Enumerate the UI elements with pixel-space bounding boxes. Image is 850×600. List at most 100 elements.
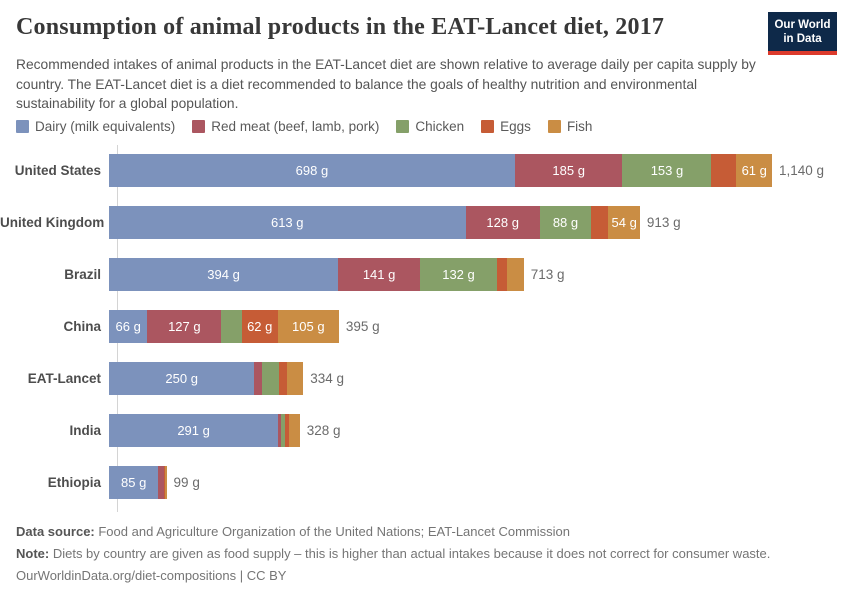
segment-value-label: 141 g: [362, 267, 396, 282]
segment-value-label: 85 g: [121, 475, 147, 490]
dairy-segment[interactable]: 85 g: [109, 466, 159, 499]
fish-segment[interactable]: 61 g: [736, 154, 772, 187]
fish-segment[interactable]: 54 g: [608, 206, 640, 239]
bar-track: 66 g 127 g 62 g 105 g: [109, 310, 339, 343]
legend: Dairy (milk equivalents) Red meat (beef, …: [16, 119, 592, 134]
bar-row-united-states: United States 698 g 185 g 153 g 61 g 1,140 g: [0, 154, 850, 187]
segment-value-label: 88 g: [552, 215, 579, 230]
legend-swatch-dairy: [16, 120, 29, 133]
segment-value-label: 105 g: [292, 319, 325, 334]
bar-row-ethiopia: Ethiopia 85 g 99 g: [0, 466, 850, 499]
chicken-segment[interactable]: 132 g: [420, 258, 497, 291]
eggs-segment[interactable]: [496, 258, 508, 291]
fish-segment[interactable]: [286, 362, 304, 395]
country-label: Ethiopia: [47, 475, 101, 490]
segment-value-label: 128 g: [486, 215, 519, 230]
segment-value-label: 291 g: [177, 423, 210, 438]
eggs-segment[interactable]: [164, 466, 166, 499]
country-label: Brazil: [64, 267, 101, 282]
bar-row-brazil: Brazil 394 g 141 g 132 g 713 g: [0, 258, 850, 291]
fish-segment[interactable]: [507, 258, 524, 291]
dairy-segment[interactable]: 394 g: [109, 258, 339, 291]
fish-segment[interactable]: 105 g: [277, 310, 339, 343]
owid-url-link[interactable]: OurWorldinData.org/diet-compositions: [16, 568, 237, 583]
bar-track: 250 g: [109, 362, 304, 395]
dairy-segment[interactable]: 250 g: [109, 362, 255, 395]
chicken-segment[interactable]: 88 g: [539, 206, 592, 239]
chart-footer: Data source: Food and Agriculture Organi…: [16, 521, 836, 587]
country-label: China: [63, 319, 101, 334]
segment-value-label: 153 g: [650, 163, 684, 178]
chicken-segment[interactable]: [281, 414, 285, 447]
total-value-label: 328 g: [306, 423, 341, 438]
total-value-label: 913 g: [646, 215, 681, 230]
segment-value-label: 613 g: [270, 215, 304, 230]
segment-value-label: 127 g: [168, 319, 201, 334]
country-label: United States: [14, 163, 101, 178]
legend-label-red-meat: Red meat (beef, lamb, pork): [211, 119, 380, 134]
red-meat-segment[interactable]: [254, 362, 263, 395]
segment-value-label: 394 g: [207, 267, 240, 282]
segment-value-label: 66 g: [115, 319, 141, 334]
note-line: Note: Diets by country are given as food…: [16, 543, 836, 565]
dairy-segment[interactable]: 291 g: [109, 414, 279, 447]
red-meat-segment[interactable]: [278, 414, 282, 447]
segment-value-label: 185 g: [552, 163, 585, 178]
red-meat-segment[interactable]: 185 g: [514, 154, 623, 187]
note-text: Diets by country are given as food suppl…: [49, 546, 771, 561]
legend-swatch-fish: [547, 120, 561, 133]
owid-logo-line2: in Data: [783, 33, 822, 45]
dairy-segment[interactable]: 698 g: [109, 154, 515, 187]
data-source-text: Food and Agriculture Organization of the…: [94, 524, 570, 539]
segment-value-label: 54 g: [611, 215, 637, 230]
red-meat-segment[interactable]: 127 g: [147, 310, 222, 343]
legend-item-dairy[interactable]: Dairy (milk equivalents): [16, 119, 175, 134]
eggs-segment[interactable]: [279, 362, 287, 395]
segment-value-label: 61 g: [741, 163, 767, 178]
legend-swatch-eggs: [481, 120, 495, 133]
data-source-line: Data source: Food and Agriculture Organi…: [16, 521, 836, 543]
legend-item-eggs[interactable]: Eggs: [481, 119, 531, 134]
red-meat-segment[interactable]: 141 g: [338, 258, 421, 291]
segment-value-label: 132 g: [442, 267, 475, 282]
owid-logo-line1: Our World: [774, 19, 831, 31]
total-value-label: 334 g: [310, 371, 345, 386]
data-source-label: Data source:: [16, 524, 95, 539]
eggs-segment[interactable]: [711, 154, 737, 187]
legend-item-red-meat[interactable]: Red meat (beef, lamb, pork): [192, 119, 379, 134]
fish-segment[interactable]: [289, 414, 300, 447]
segment-value-label: 250 g: [165, 371, 198, 386]
legend-label-dairy: Dairy (milk equivalents): [35, 119, 176, 134]
red-meat-segment[interactable]: 128 g: [465, 206, 540, 239]
note-label: Note:: [16, 546, 50, 561]
dairy-segment[interactable]: 613 g: [109, 206, 466, 239]
bar-row-india: India 291 g 328 g: [0, 414, 850, 447]
total-value-label: 395 g: [345, 319, 380, 334]
legend-label-chicken: Chicken: [415, 119, 465, 134]
legend-item-chicken[interactable]: Chicken: [396, 119, 464, 134]
chicken-segment[interactable]: [221, 310, 242, 343]
red-meat-segment[interactable]: [158, 466, 164, 499]
chicken-segment[interactable]: [262, 362, 280, 395]
fish-segment[interactable]: [165, 466, 167, 499]
chart-subtitle: Recommended intakes of animal products i…: [16, 57, 756, 112]
country-label: EAT-Lancet: [27, 371, 101, 386]
bar-track: 291 g: [109, 414, 300, 447]
dairy-segment[interactable]: 66 g: [109, 310, 148, 343]
eggs-segment[interactable]: 62 g: [241, 310, 278, 343]
eggs-segment[interactable]: [591, 206, 609, 239]
legend-swatch-red-meat: [192, 120, 206, 133]
bar-row-eat-lancet: EAT-Lancet 250 g 334 g: [0, 362, 850, 395]
total-value-label: 99 g: [173, 475, 200, 490]
bar-row-china: China 66 g 127 g 62 g 105 g 395 g: [0, 310, 850, 343]
country-label: India: [69, 423, 101, 438]
chicken-segment[interactable]: 153 g: [622, 154, 712, 187]
chicken-segment[interactable]: [163, 466, 165, 499]
license-text: | CC BY: [236, 568, 287, 583]
owid-logo[interactable]: Our World in Data: [768, 12, 837, 55]
bar-track: 698 g 185 g 153 g 61 g: [109, 154, 772, 187]
legend-item-fish[interactable]: Fish: [547, 119, 592, 134]
eggs-segment[interactable]: [284, 414, 290, 447]
